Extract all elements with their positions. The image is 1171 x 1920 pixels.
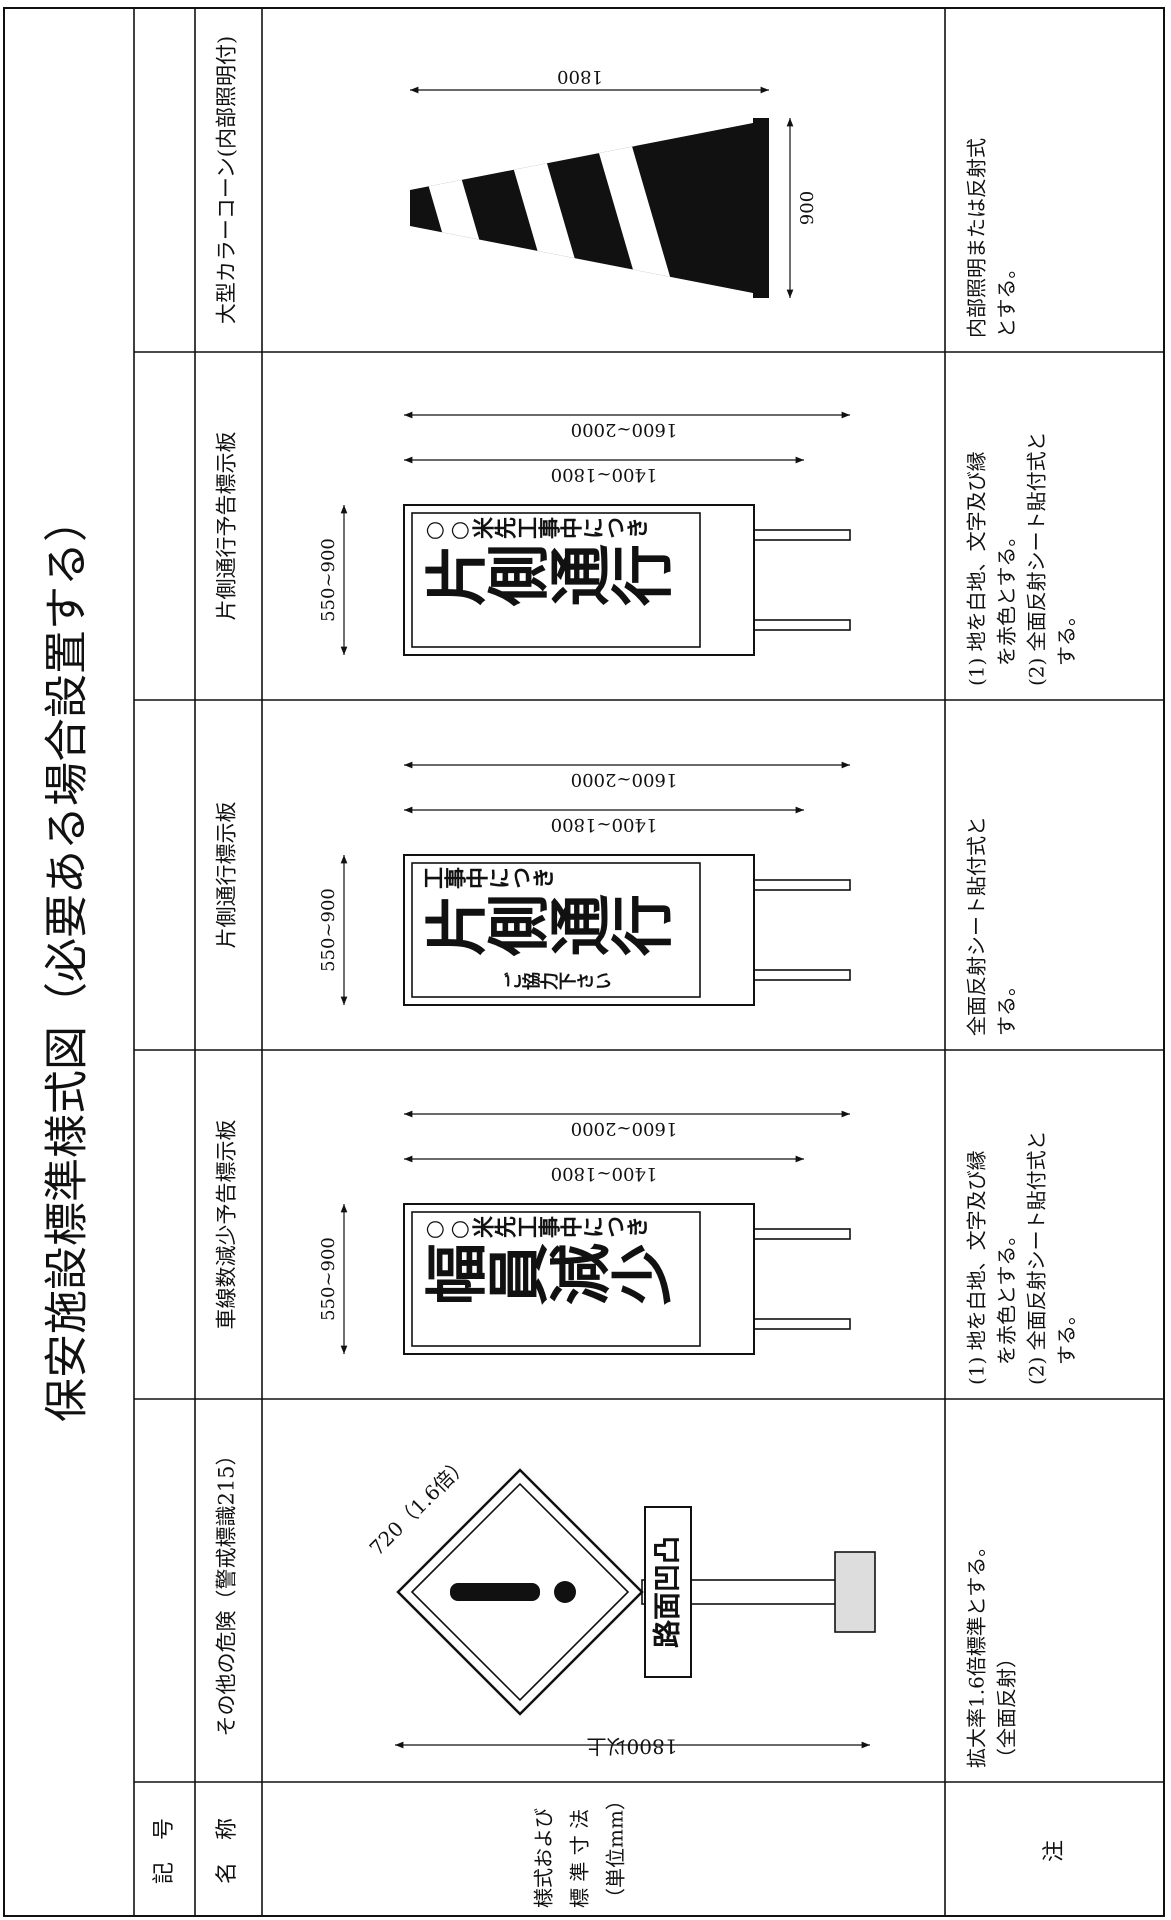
- header-style: 標 準 寸 法: [568, 1809, 592, 1908]
- header-style: 様式および: [532, 1808, 556, 1908]
- rotated-sheet: 保安施設標準様式図（必要ある場合設置する） 記 号 名 称 様式および標 準 寸 法 （…: [3, 7, 1165, 1917]
- panel-inner: [411, 1211, 701, 1347]
- cone: [410, 123, 753, 293]
- post: [753, 969, 851, 981]
- main-text: 幅員減少: [424, 1243, 672, 1316]
- note-line: を赤色とする。: [995, 1226, 1019, 1385]
- note-line: 全面反射シート貼付式と: [965, 816, 989, 1036]
- post-base: [834, 1551, 876, 1633]
- plate: [644, 1506, 692, 1678]
- base-label: 900: [797, 191, 818, 225]
- post: [753, 529, 851, 541]
- header-note: 注: [1042, 1840, 1067, 1862]
- cone-base: [753, 118, 769, 298]
- note-line: （全面反射）: [995, 1648, 1019, 1768]
- header-name: 名 称: [215, 1818, 240, 1884]
- column-name: 片側通行予告標示板: [215, 432, 239, 621]
- post: [753, 1228, 851, 1240]
- column-name: 片側通行標示板: [215, 802, 239, 949]
- note-line: を赤色とする。: [995, 527, 1019, 686]
- note-line: (2) 全面反射シート貼付式と: [1025, 1130, 1049, 1385]
- lower-text: ご協力下さい: [503, 972, 612, 993]
- panel: [403, 854, 755, 1006]
- panel-inner: [411, 512, 701, 648]
- title: 保安施設標準様式図（必要ある場合設置する）: [42, 498, 93, 1422]
- width-label: 550~900: [318, 888, 339, 972]
- upper-text: ○○米先工事中につき: [422, 517, 648, 543]
- post: [753, 1318, 851, 1330]
- column-name: 大型カラーコーン(内部照明付): [215, 36, 239, 324]
- exclamation: [450, 1583, 540, 1601]
- upper-text: ○○米先工事中につき: [422, 1216, 648, 1242]
- main-text: 片側通行: [424, 543, 672, 617]
- header-style: （単位mm）: [604, 1790, 628, 1908]
- panel: [403, 504, 755, 656]
- length-label: 1800: [557, 66, 603, 87]
- note-line: とする。: [995, 259, 1019, 338]
- column-name: その他の危険（警戒標識215）: [215, 1444, 239, 1736]
- length-label: 1400~1800: [551, 814, 658, 835]
- note-line: する。: [1055, 606, 1079, 686]
- sign-diamond-inner: [410, 1482, 630, 1702]
- note-line: する。: [995, 976, 1019, 1036]
- column-name: 車線数減少予告標示板: [215, 1120, 239, 1330]
- post: [753, 879, 851, 891]
- note-line: (2) 全面反射シート貼付式と: [1025, 431, 1049, 686]
- length-label: 1400~1800: [551, 1163, 658, 1184]
- note-line: 内部照明または反射式: [965, 138, 989, 338]
- height-label: 1800以上: [587, 1735, 678, 1759]
- note-line: (1) 地を白地、文字及び縁: [965, 451, 989, 686]
- header-code: 記 号: [152, 1818, 177, 1884]
- exclamation-dot: [554, 1581, 576, 1603]
- note-line: 拡大率1.6倍標準とする。: [965, 1537, 989, 1768]
- width-label: 550~900: [318, 1237, 339, 1321]
- length-label: 1400~1800: [551, 464, 658, 485]
- panel: [403, 1203, 755, 1355]
- plate-text: 路面凹凸: [651, 1536, 684, 1648]
- width-label: 550~900: [318, 538, 339, 622]
- length-label: 1600~2000: [571, 1118, 678, 1139]
- post: [753, 619, 851, 631]
- outer-border: [3, 7, 1165, 1917]
- panel-inner: [411, 862, 701, 998]
- length-label: 1600~2000: [571, 769, 678, 790]
- length-label: 1600~2000: [571, 419, 678, 440]
- main-text: 片側通行: [424, 893, 672, 967]
- note-line: する。: [1055, 1305, 1079, 1385]
- stripes: [410, 123, 685, 293]
- note-line: (1) 地を白地、文字及び縁: [965, 1150, 989, 1385]
- size-label: 720（1.6倍）: [364, 1451, 473, 1560]
- upper-text: 工事中につき: [422, 867, 554, 893]
